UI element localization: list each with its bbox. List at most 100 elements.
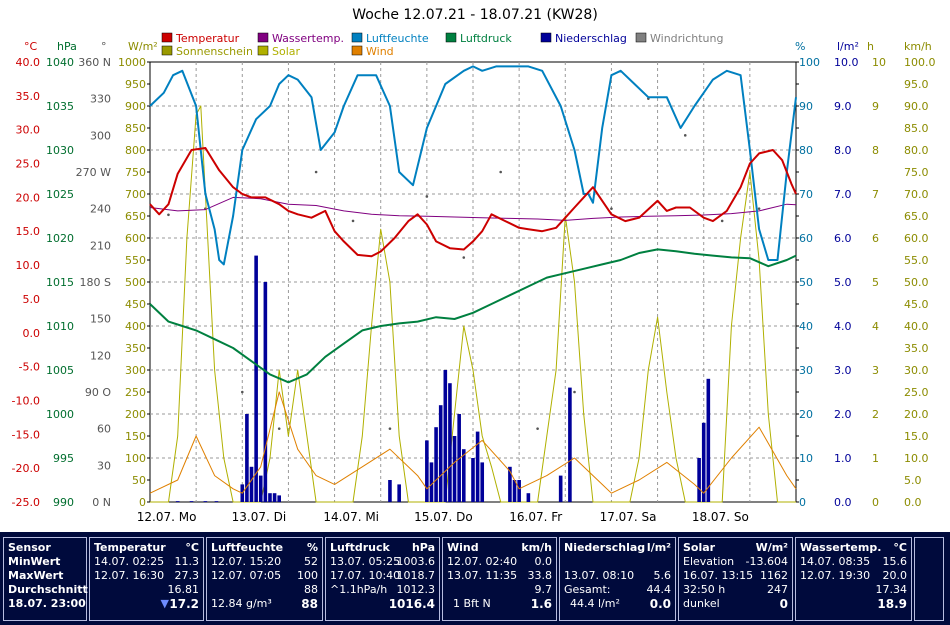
wind-direction-dot [314, 170, 318, 174]
weather-chart: Woche 12.07.21 - 18.07.21 (KW28) °C 40.0 35… [12, 7, 936, 524]
tick-label-precip: 0.0 [834, 496, 852, 509]
luftfeuchte-header: Luftfeuchte [211, 541, 284, 554]
chart-canvas: Woche 12.07.21 - 18.07.21 (KW28)°C40.035… [12, 7, 936, 524]
precip-bar [175, 501, 180, 502]
luftdruck-min-time: 13.07. 05:25 [330, 555, 401, 568]
tick-label-solar: 250 [125, 386, 146, 399]
tick-label-wind_dir: 90 O [85, 386, 111, 399]
tick-label-wind: 60.0 [904, 232, 929, 245]
tick-label-temp: -15.0 [12, 428, 40, 441]
precip-bar [388, 480, 392, 502]
tick-label-temp: 20.0 [16, 191, 41, 204]
luftdruck-header: Luftdruck [330, 541, 390, 554]
tick-label-wind_dir: 360 N [78, 56, 111, 69]
tick-label-wind_dir: 60 [97, 423, 111, 436]
tick-label-precip: 4.0 [834, 320, 852, 333]
tick-label-solar: 950 [125, 78, 146, 91]
precip-bar [258, 475, 263, 502]
maxwert-label: MaxWert [8, 569, 64, 582]
series-line-luftdruck [149, 248, 797, 384]
solar-sun-hours: 32:50 h [683, 583, 726, 596]
tick-label-pressure: 990 [53, 496, 74, 509]
tick-label-solar: 400 [125, 320, 146, 333]
minwert-label: MinWert [8, 555, 61, 568]
tick-label-wind_dir: 270 W [76, 166, 111, 179]
legend-swatch [351, 45, 363, 56]
precip-bar [277, 495, 281, 502]
legend-swatch [540, 32, 552, 43]
tick-label-wind_dir: 240 [90, 203, 111, 216]
tick-label-sun_hours: 3 [872, 364, 879, 377]
niederschlag-box: Niederschlag l/m² 13.07. 08:10 5.6 Gesamt:… [559, 537, 676, 621]
solar-unit: W/m² [755, 541, 788, 554]
tick-label-wind: 100.0 [904, 56, 936, 69]
precip-bar [438, 405, 443, 502]
solar-elevation-value: -13.604 [745, 555, 788, 568]
tick-label-precip: 1.0 [834, 452, 852, 465]
legend-label: Windrichtung [650, 32, 723, 45]
temperatur-box: Temperatur °C 14.07. 02:25 11.3 12.07. 16:… [89, 537, 204, 621]
tick-label-precip: 9.0 [834, 100, 852, 113]
precip-bar [512, 480, 517, 502]
tick-label-wind: 45.0 [904, 298, 929, 311]
wind-direction-dot [425, 195, 429, 198]
tick-label-wind_dir: 120 [90, 349, 111, 362]
wind-direction-dot [536, 427, 539, 430]
series-line-temperatur [149, 147, 797, 258]
luftdruck-unit: hPa [411, 541, 435, 554]
tick-label-wind: 30.0 [904, 364, 929, 377]
precip-bar [706, 378, 711, 502]
axis-unit-wind_dir: ° [101, 40, 107, 53]
tick-label-wind: 25.0 [904, 386, 929, 399]
trend-down-icon: ▼ [160, 597, 169, 610]
luftdruck-current: 1016.4 [388, 597, 435, 611]
tick-label-solar: 200 [125, 408, 146, 421]
legend-swatch [257, 32, 269, 43]
precip-bar [517, 480, 521, 502]
precip-bar [425, 440, 429, 502]
wind-box: Wind km/h 12.07. 02:40 0.0 13.07. 11:35 33.… [442, 537, 557, 621]
tick-label-temp: 30.0 [16, 124, 41, 137]
tick-label-wind: 65.0 [904, 210, 929, 223]
legend-swatch [351, 32, 363, 43]
tick-label-precip: 8.0 [834, 144, 852, 157]
tick-label-sun_hours: 2 [872, 408, 879, 421]
tick-label-wind_dir: 300 [90, 129, 111, 142]
temperatur-min-time: 14.07. 02:25 [94, 555, 165, 568]
axis-unit-temp: °C [24, 40, 38, 53]
tick-label-pressure: 1020 [46, 232, 74, 245]
tick-label-temp: 10.0 [16, 259, 41, 272]
wassertemp-header: Wassertemp. [800, 541, 882, 554]
wind-direction-dot [720, 219, 724, 223]
tick-label-sun_hours: 7 [872, 188, 879, 201]
tick-label-pressure: 1035 [46, 100, 74, 113]
tick-label-solar: 500 [125, 276, 146, 289]
tick-label-wind: 35.0 [904, 342, 929, 355]
legend-label: Luftfeuchte [366, 32, 429, 45]
precip-bar [475, 431, 480, 502]
tick-label-solar: 450 [125, 298, 146, 311]
luftfeuchte-max-time: 12.07. 07:05 [211, 569, 282, 582]
tick-label-solar: 100 [125, 452, 146, 465]
solar-max-time: 16.07. 13:15 [683, 569, 754, 582]
precip-bar [697, 458, 701, 502]
tick-label-solar: 700 [125, 188, 146, 201]
precip-bar [452, 436, 457, 502]
tick-label-wind_dir: 150 [90, 313, 111, 326]
tick-label-humidity: 10 [799, 452, 813, 465]
wind-min-time: 12.07. 02:40 [447, 555, 518, 568]
x-tick-label: 18.07. So [692, 510, 749, 524]
tick-label-sun_hours: 4 [872, 320, 879, 333]
axis-unit-solar: W/m² [128, 40, 158, 53]
wassertemp-min-value: 15.6 [882, 555, 908, 568]
tick-label-wind_dir: 210 [90, 239, 111, 252]
tick-label-wind: 90.0 [904, 100, 929, 113]
axis-unit-precip: l/m² [837, 40, 859, 53]
tick-label-wind: 15.0 [904, 430, 929, 443]
wind-direction-dot [462, 256, 466, 259]
precip-bar [480, 462, 485, 502]
tick-label-humidity: 60 [799, 232, 813, 245]
tick-label-humidity: 80 [799, 144, 813, 157]
durchschnitt-label: Durchschnitt [8, 583, 88, 596]
wind-direction-dot [499, 170, 502, 174]
